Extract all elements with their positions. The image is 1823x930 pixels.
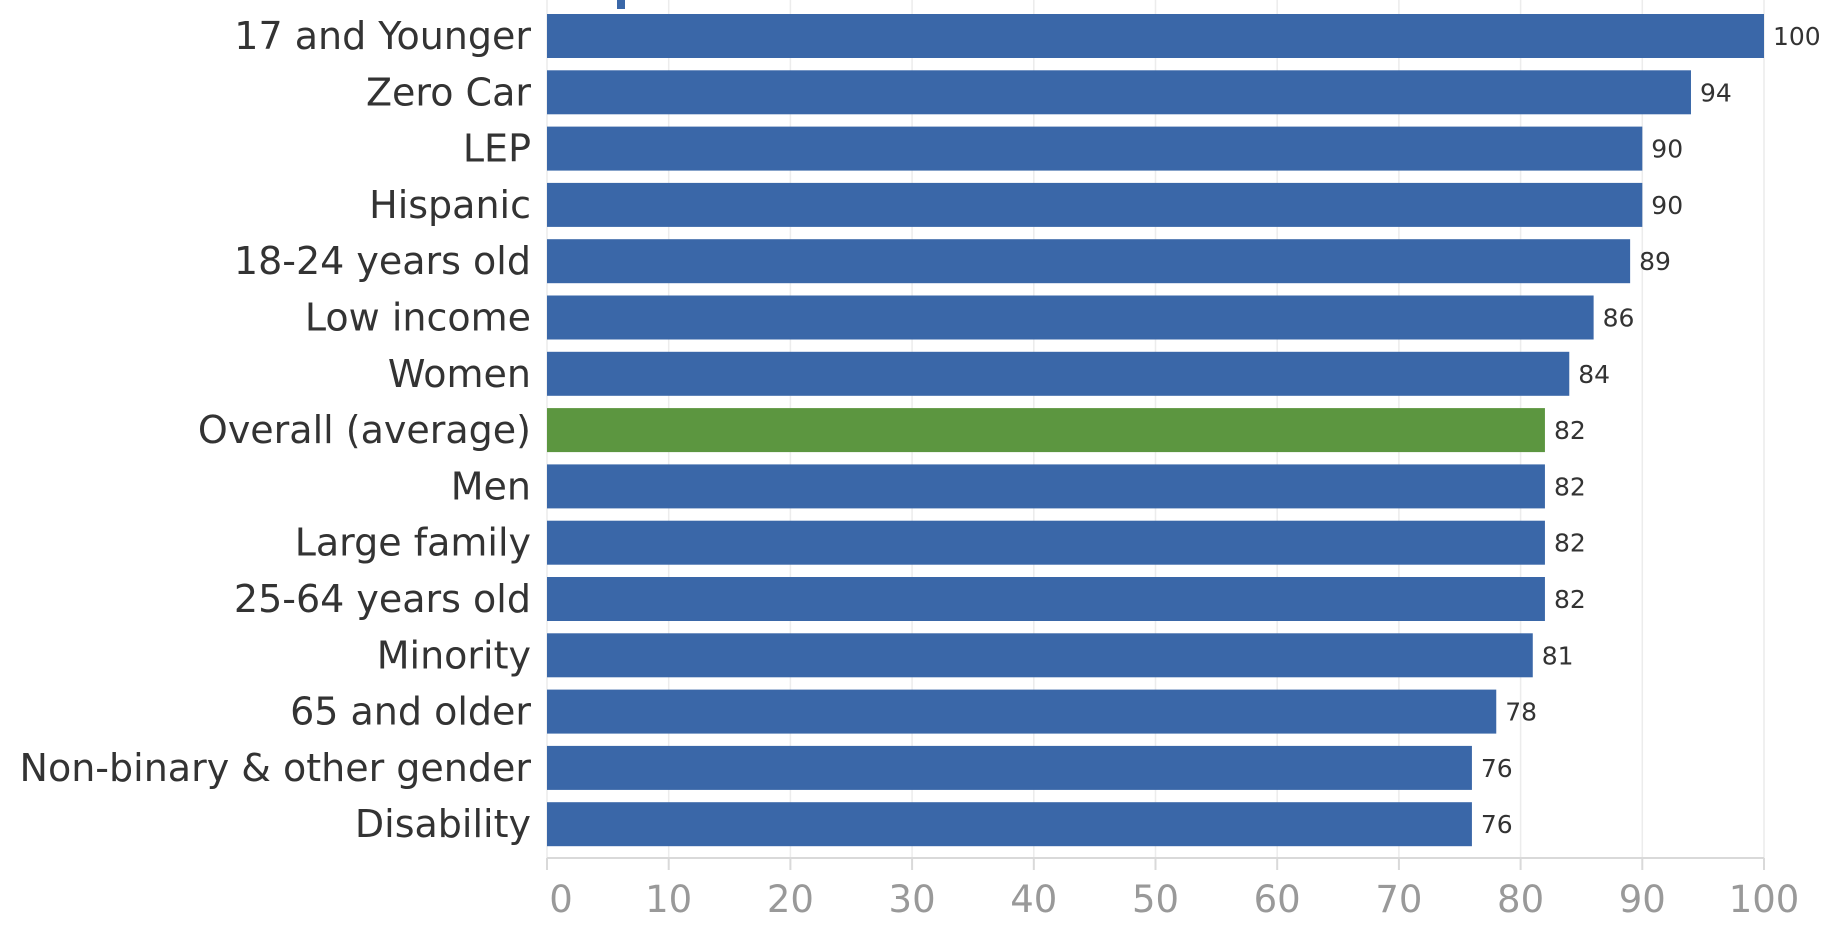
category-label: Low income — [305, 296, 531, 340]
category-label: 65 and older — [290, 690, 531, 734]
x-tick-label: 90 — [1619, 878, 1666, 921]
x-tick-label: 30 — [889, 878, 936, 921]
category-label: 18-24 years old — [234, 239, 531, 283]
value-label: 82 — [1554, 472, 1586, 501]
value-label: 84 — [1578, 360, 1610, 389]
category-labels: 17 and Younger Zero Car LEP Hispanic 18-24 y… — [20, 14, 532, 846]
value-label: 90 — [1651, 191, 1683, 220]
category-label: Non-binary & other gender — [20, 746, 532, 790]
category-label: 17 and Younger — [234, 14, 531, 58]
x-axis: 0 10 20 30 40 50 60 70 80 90 100 — [546, 857, 1800, 921]
category-label: Overall (average) — [198, 408, 531, 452]
bar-non-binary-other-gender — [547, 745, 1472, 790]
category-label: Large family — [295, 521, 531, 565]
bar-minority — [547, 633, 1533, 678]
bar-overall-average — [547, 408, 1545, 453]
category-label: Men — [451, 464, 531, 508]
bar-low-income — [547, 295, 1594, 340]
bar-zero-car — [547, 70, 1691, 115]
category-label: Disability — [355, 802, 531, 846]
bars — [547, 14, 1764, 847]
x-tick-label: 0 — [549, 878, 573, 921]
bar-disability — [547, 802, 1472, 847]
x-tick-label: 50 — [1132, 878, 1179, 921]
value-label: 94 — [1700, 78, 1732, 107]
category-label: LEP — [463, 127, 531, 171]
x-tick-label: 70 — [1375, 878, 1422, 921]
x-tick-label: 20 — [767, 878, 814, 921]
x-tick-label: 10 — [645, 878, 692, 921]
bar-men — [547, 464, 1545, 509]
category-label: Hispanic — [369, 183, 531, 227]
bar-hispanic — [547, 182, 1643, 227]
category-label: Minority — [377, 633, 531, 677]
value-label: 90 — [1651, 135, 1683, 164]
bar-large-family — [547, 520, 1545, 565]
category-label: Zero Car — [366, 70, 531, 114]
x-tick-label: 40 — [1010, 878, 1057, 921]
value-label: 100 — [1773, 22, 1821, 51]
value-label: 81 — [1542, 641, 1574, 670]
bar-lep — [547, 126, 1643, 171]
value-label: 78 — [1505, 698, 1537, 727]
x-tick-label: 100 — [1729, 878, 1800, 921]
title-accent-mark — [617, 0, 625, 9]
x-tick-label: 60 — [1254, 878, 1301, 921]
value-label: 76 — [1481, 810, 1513, 839]
value-label: 82 — [1554, 416, 1586, 445]
bar-18-24-years-old — [547, 239, 1631, 284]
bar-women — [547, 351, 1570, 396]
value-label: 82 — [1554, 585, 1586, 614]
value-label: 76 — [1481, 754, 1513, 783]
bar-17-and-younger — [547, 14, 1764, 58]
value-label: 82 — [1554, 529, 1586, 558]
bar-25-64-years-old — [547, 577, 1545, 621]
bar-65-and-older — [547, 689, 1497, 734]
category-label: 25-64 years old — [234, 577, 531, 621]
category-label: Women — [388, 352, 531, 396]
x-tick-label: 80 — [1497, 878, 1544, 921]
value-label: 89 — [1639, 247, 1671, 276]
value-label: 86 — [1603, 304, 1635, 333]
